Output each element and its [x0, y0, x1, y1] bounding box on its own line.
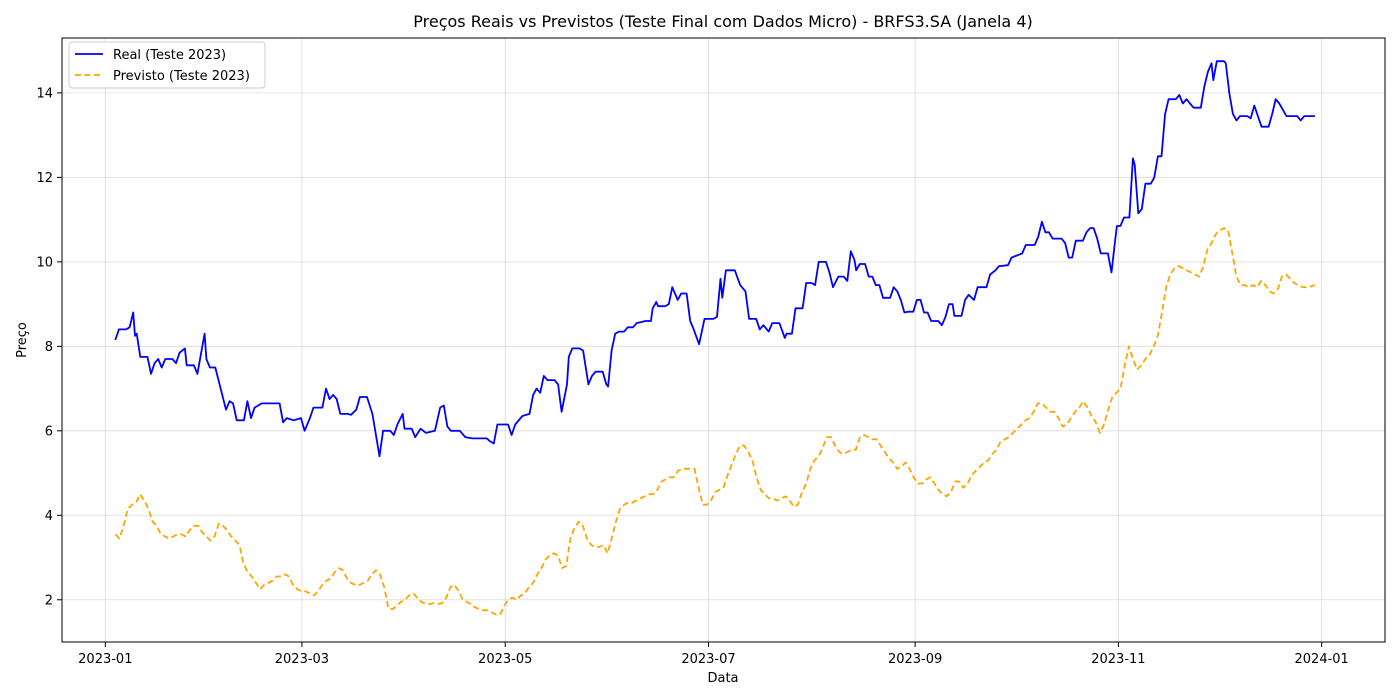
legend-label-previsto: Previsto (Teste 2023) — [113, 69, 250, 84]
y-tick-label: 12 — [36, 171, 53, 186]
y-axis-title: Preço — [15, 322, 30, 358]
x-tick-label: 2023-05 — [478, 652, 532, 667]
x-tick-label: 2023-03 — [275, 652, 329, 667]
x-tick-label: 2023-07 — [681, 652, 735, 667]
legend: Real (Teste 2023) Previsto (Teste 2023) — [68, 41, 266, 89]
y-tick-label: 10 — [36, 255, 53, 270]
x-tick-label: 2023-11 — [1091, 652, 1145, 667]
x-axis: 2023-01 2023-03 2023-05 2023-07 2023-09 2023-… — [78, 642, 1349, 667]
series-layer — [114, 60, 1316, 616]
x-axis-title: Data — [707, 671, 738, 686]
y-tick-label: 4 — [45, 509, 53, 524]
x-tick-label: 2024-01 — [1295, 652, 1349, 667]
plot-area-frame — [61, 37, 1386, 643]
chart-title: Preços Reais vs Previstos (Teste Final c… — [413, 12, 1033, 31]
series-line-previsto — [114, 227, 1316, 616]
legend-label-real: Real (Teste 2023) — [113, 48, 226, 63]
y-tick-label: 14 — [36, 86, 53, 101]
x-tick-label: 2023-09 — [888, 652, 942, 667]
y-tick-label: 2 — [45, 593, 53, 608]
series-line-real — [114, 60, 1315, 458]
y-tick-label: 8 — [45, 340, 53, 355]
legend-box — [68, 41, 266, 89]
y-axis: 2 4 6 8 10 12 14 — [36, 86, 62, 608]
x-tick-label: 2023-01 — [78, 652, 132, 667]
grid-lines — [62, 38, 1385, 642]
y-tick-label: 6 — [45, 424, 53, 439]
